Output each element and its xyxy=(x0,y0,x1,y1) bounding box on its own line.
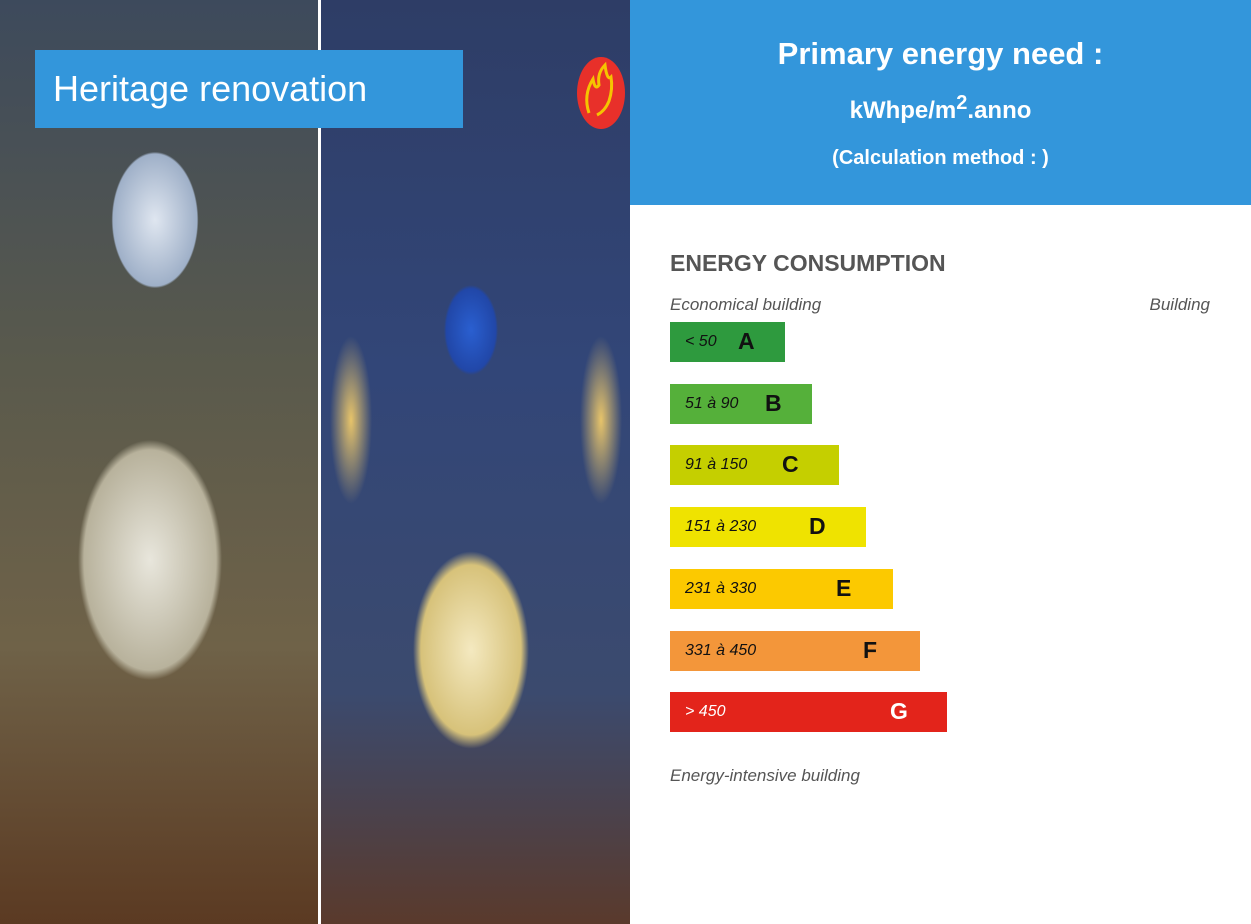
page: Heritage renovation Primary energy need … xyxy=(0,0,1251,924)
range-label: 51 à 90 xyxy=(685,395,738,413)
energy-bar: 331 à 450 F xyxy=(670,631,920,671)
top-left-label: Economical building xyxy=(670,295,821,315)
top-right-label: Building xyxy=(1150,295,1211,315)
class-letter: C xyxy=(782,451,799,478)
range-label: 231 à 330 xyxy=(685,580,756,598)
photo-after xyxy=(321,0,630,924)
class-letter: F xyxy=(863,637,877,664)
energy-bar: 151 à 230 D xyxy=(670,507,866,547)
range-label: 91 à 150 xyxy=(685,456,747,474)
banner-title: Heritage renovation xyxy=(53,68,367,109)
class-letter: A xyxy=(738,328,755,355)
energy-bar: 51 à 90 B xyxy=(670,384,812,424)
bottom-label: Energy-intensive building xyxy=(670,766,860,786)
header: Primary energy need : kWhpe/m2.anno (Cal… xyxy=(630,0,1251,205)
energy-title: ENERGY CONSUMPTION xyxy=(670,250,946,277)
method: (Calculation method : ) xyxy=(630,147,1251,170)
unit: kWhpe/m2.anno xyxy=(630,92,1251,125)
range-label: > 450 xyxy=(685,703,725,721)
header-title: Primary energy need : xyxy=(630,36,1251,72)
range-label: 331 à 450 xyxy=(685,642,756,660)
energy-bar: 231 à 330 E xyxy=(670,569,893,609)
flame-badge xyxy=(575,55,631,135)
class-letter: G xyxy=(890,698,908,725)
energy-bar: 91 à 150 C xyxy=(670,445,839,485)
class-letter: B xyxy=(765,390,782,417)
energy-bar: < 50 A xyxy=(670,322,785,362)
class-letter: E xyxy=(836,575,851,602)
banner: Heritage renovation xyxy=(35,50,463,128)
unit-exponent: 2 xyxy=(956,92,967,114)
class-letter: D xyxy=(809,513,826,540)
range-label: 151 à 230 xyxy=(685,518,756,536)
unit-suffix: .anno xyxy=(967,97,1031,124)
unit-prefix: kWhpe/m xyxy=(850,97,957,124)
range-label: < 50 xyxy=(685,333,717,351)
photo-before xyxy=(0,0,318,924)
energy-bar: > 450 G xyxy=(670,692,947,732)
